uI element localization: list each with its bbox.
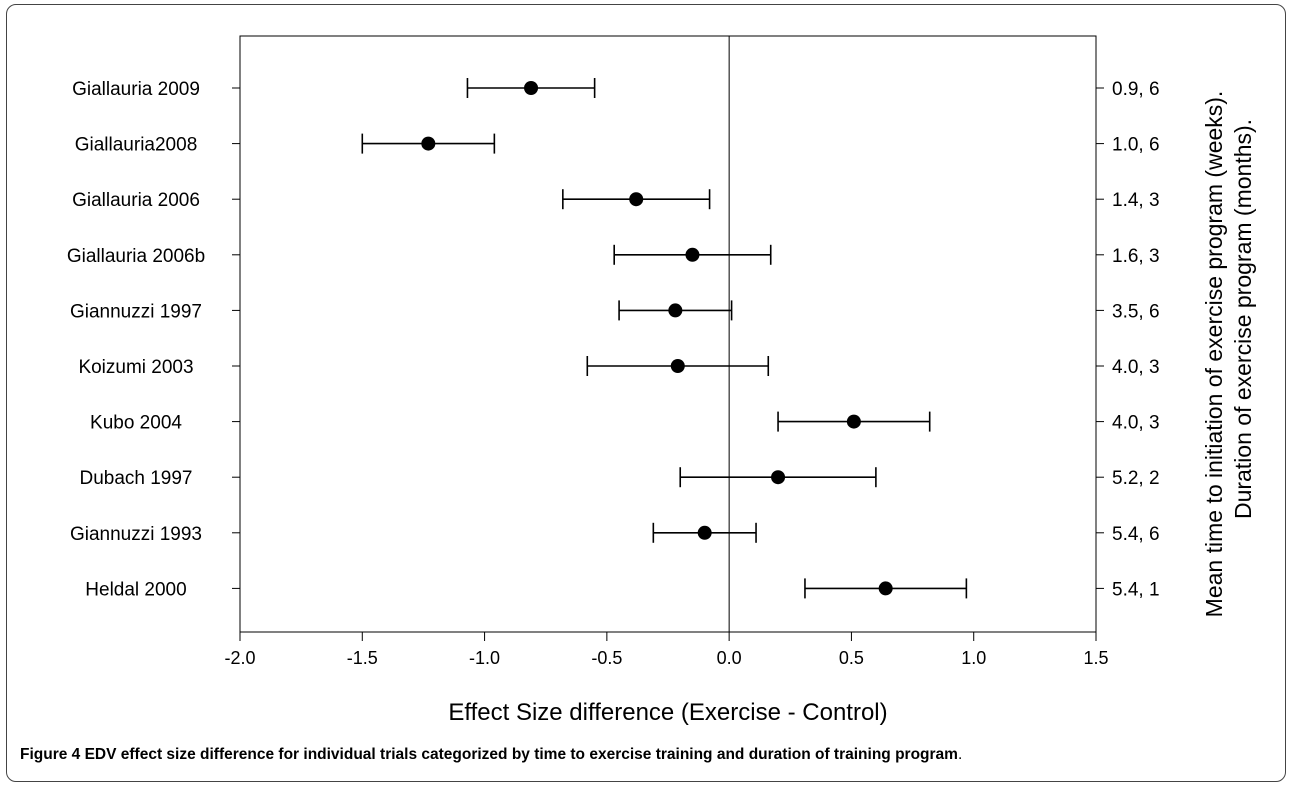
x-tick-label: 1.5 xyxy=(1083,648,1108,668)
plot-area xyxy=(240,36,1096,632)
timing-label: 1.0, 6 xyxy=(1112,135,1160,156)
effect-point xyxy=(685,248,699,262)
study-label: Dubach 1997 xyxy=(79,468,192,489)
study-label: Giallauria 2009 xyxy=(72,79,200,100)
timing-label: 5.4, 6 xyxy=(1112,524,1160,545)
effect-point xyxy=(879,581,893,595)
right-axis-label-1: Mean time to initiation of exercise prog… xyxy=(1201,91,1227,618)
timing-label: 5.2, 2 xyxy=(1112,468,1160,489)
effect-point xyxy=(847,415,861,429)
effect-point xyxy=(524,81,538,95)
x-tick-label: -1.5 xyxy=(347,648,378,668)
effect-point xyxy=(771,470,785,484)
effect-point xyxy=(629,192,643,206)
study-label: Kubo 2004 xyxy=(90,413,182,434)
x-tick-label: 1.0 xyxy=(961,648,986,668)
effect-point xyxy=(671,359,685,373)
figure-caption: Figure 4 EDV effect size difference for … xyxy=(20,746,962,764)
study-label: Heldal 2000 xyxy=(85,579,186,600)
forest-plot: -2.0 -1.5 -1.0 -0.5 0.0 0.5 1.0 1.5 Giallauria … xyxy=(0,0,1290,745)
timing-label: 5.4, 1 xyxy=(1112,579,1160,600)
effect-point xyxy=(698,526,712,540)
x-tick-label: -2.0 xyxy=(224,648,255,668)
effect-point xyxy=(421,137,435,151)
right-axis-label-2: Duration of exercise program (months). xyxy=(1230,119,1256,519)
x-tick-label: -1.0 xyxy=(469,648,500,668)
study-label: Giallauria 2006b xyxy=(67,246,205,267)
x-tick-label: -0.5 xyxy=(591,648,622,668)
timing-label: 1.6, 3 xyxy=(1112,246,1160,267)
timing-label: 1.4, 3 xyxy=(1112,190,1160,211)
study-label: Giannuzzi 1993 xyxy=(70,524,202,545)
timing-label: 3.5, 6 xyxy=(1112,301,1160,322)
x-axis-label: Effect Size difference (Exercise - Contr… xyxy=(448,699,887,726)
x-tick-label: 0.0 xyxy=(717,648,742,668)
caption-title: Figure 4 EDV effect size difference for … xyxy=(20,746,958,763)
caption-end: . xyxy=(958,746,962,763)
timing-label: 4.0, 3 xyxy=(1112,413,1160,434)
study-label: Giallauria 2006 xyxy=(72,190,200,211)
timing-label: 0.9, 6 xyxy=(1112,79,1160,100)
study-label: Giallauria2008 xyxy=(75,135,198,156)
timing-label: 4.0, 3 xyxy=(1112,357,1160,378)
x-tick-label: 0.5 xyxy=(839,648,864,668)
effect-point xyxy=(668,303,682,317)
study-label: Koizumi 2003 xyxy=(78,357,193,378)
study-label: Giannuzzi 1997 xyxy=(70,301,202,322)
